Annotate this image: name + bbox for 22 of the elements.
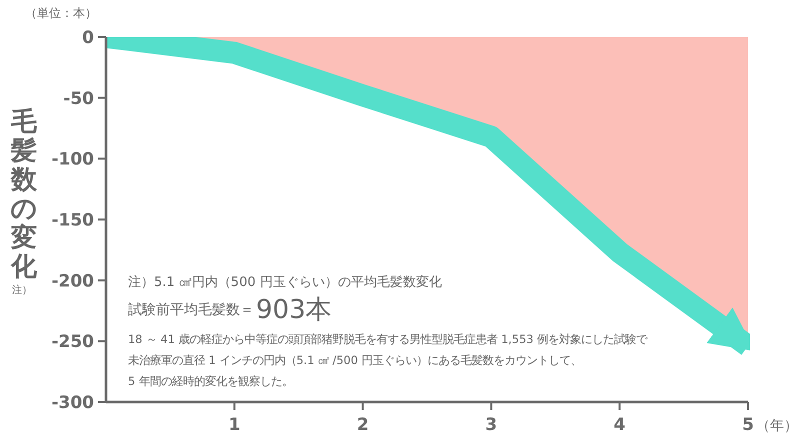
y-tick-label: -100: [51, 150, 94, 170]
annotation: 注）5.1 ㎠円内（500 円玉ぐらい）の平均毛髪数変化: [128, 274, 442, 290]
x-tick-label: 4: [614, 415, 626, 433]
x-axis-title: （年）: [756, 418, 798, 433]
y-tick-label: -200: [51, 271, 94, 292]
y-axis-title: 毛髪数の変化: [10, 107, 38, 282]
y-tick-label: -250: [51, 332, 94, 352]
annotation: 試験前平均毛髪数＝: [128, 302, 254, 318]
x-tick-label: 5: [742, 415, 754, 433]
y-tick-label: -150: [51, 210, 94, 230]
annotation: 903本: [256, 295, 332, 325]
x-tick-label: 3: [485, 415, 498, 433]
x-tick-label: 1: [228, 415, 240, 433]
text: 注）: [12, 284, 32, 296]
annotation: 18 ～ 41 歳の軽症から中等症の頭頂部猪野脱毛を有する男性型脱毛症患者 1,553 例を対象にした試験で: [128, 333, 648, 346]
y-tick-label: -50: [63, 88, 94, 109]
annotation: 未治療軍の直径 1 インチの円内（5.1 ㎠ /500 円玉ぐらい）にある毛髪数をカウントして、: [128, 354, 582, 367]
x-tick-label: 2: [356, 415, 369, 433]
annotation: 5 年間の経時的変化を観察した。: [128, 375, 293, 388]
y-tick-label: 0: [82, 28, 94, 48]
y-tick-label: -300: [51, 393, 94, 413]
text: （単位：本）: [25, 6, 97, 20]
